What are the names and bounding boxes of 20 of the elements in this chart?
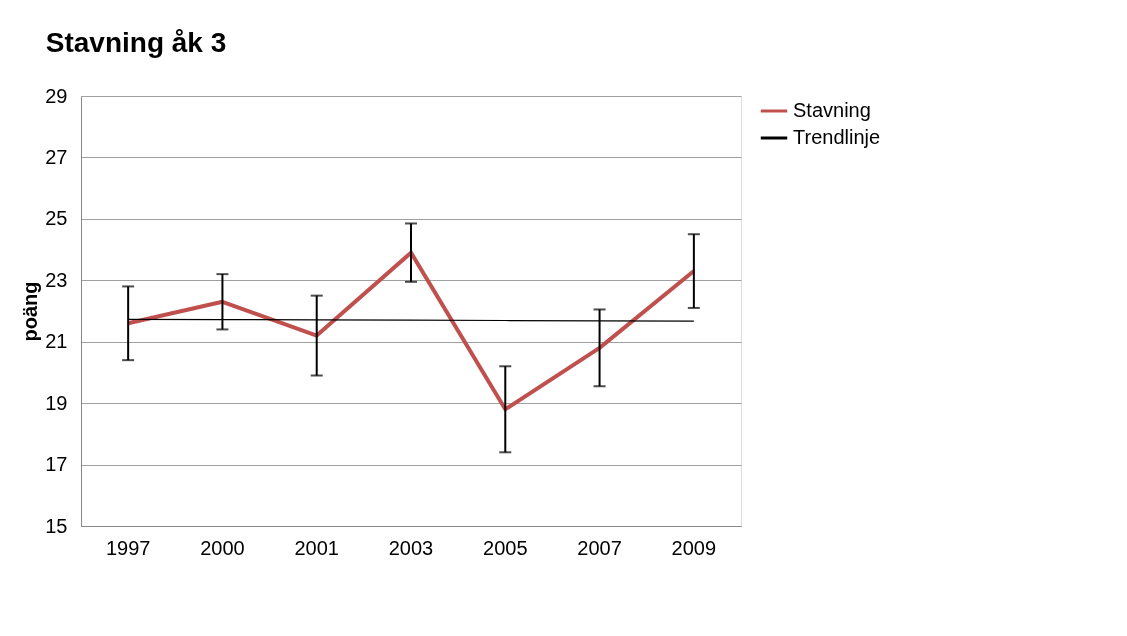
y-tick-label: 27 [45, 145, 68, 168]
x-tick-label: 2007 [577, 536, 622, 559]
line-series [126, 250, 696, 412]
x-tick-label: 2003 [388, 536, 434, 559]
y-tick-label: 23 [45, 268, 68, 291]
legend-label: Trendlinje [793, 126, 881, 148]
x-tick-label: 2009 [671, 536, 717, 559]
y-tick-label: 19 [45, 391, 68, 414]
x-tick-label: 2001 [294, 536, 339, 559]
y-axis-title: poäng [19, 281, 42, 342]
y-tick-label: 17 [45, 453, 68, 476]
x-tick-label: 2000 [200, 536, 245, 559]
y-tick-label: 15 [45, 514, 68, 537]
chart-title: Stavning åk 3 [45, 27, 227, 58]
y-tick-label: 29 [45, 84, 68, 107]
y-tick-label: 21 [45, 330, 68, 353]
x-tick-label: 1997 [105, 536, 151, 559]
x-tick-label: 2005 [483, 536, 528, 559]
y-tick-label: 25 [45, 207, 68, 230]
legend-label: Stavning [793, 99, 871, 121]
